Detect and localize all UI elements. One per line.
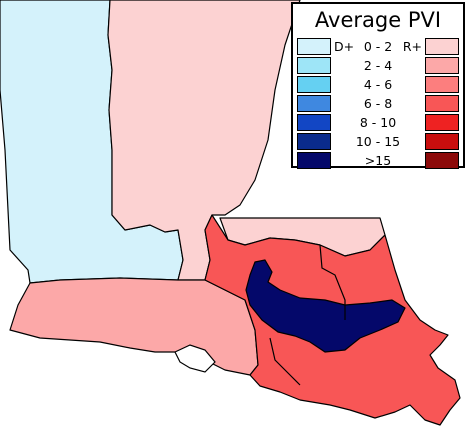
legend-row: D+ R+ 0 - 2 (293, 38, 463, 56)
legend-row: 2 - 4 (293, 57, 463, 75)
legend-range-label: 8 - 10 (331, 114, 425, 132)
legend-swatch-dem (297, 133, 331, 150)
legend-row: 6 - 8 (293, 95, 463, 113)
legend-title: Average PVI (314, 8, 442, 32)
legend-swatch-dem (297, 114, 331, 131)
legend-swatch-rep (425, 76, 459, 93)
legend-swatch-dem (297, 76, 331, 93)
legend: Average PVI D+ R+ 0 - 2 2 - 4 4 - 6 6 - 8 8 - … (291, 2, 465, 170)
legend-range-label: 2 - 4 (331, 57, 425, 75)
legend-range-text: 6 - 8 (363, 96, 393, 111)
legend-range-text: 0 - 2 (363, 39, 393, 54)
legend-dem-label: D+ (334, 39, 355, 54)
legend-row: 8 - 10 (293, 114, 463, 132)
legend-swatch-dem (297, 38, 331, 55)
legend-range-label: 4 - 6 (331, 76, 425, 94)
legend-range-text: 8 - 10 (359, 115, 397, 130)
legend-swatch-dem (297, 95, 331, 112)
legend-swatch-rep (425, 133, 459, 150)
legend-rep-label: R+ (402, 39, 422, 54)
legend-swatch-dem (297, 152, 331, 169)
legend-row: 10 - 15 (293, 133, 463, 151)
legend-range-label: 6 - 8 (331, 95, 425, 113)
legend-swatch-rep (425, 114, 459, 131)
legend-range-label: 10 - 15 (331, 133, 425, 151)
legend-row: 4 - 6 (293, 76, 463, 94)
legend-range-text: >15 (364, 153, 392, 168)
coastal-bay (174, 344, 216, 373)
legend-swatch-rep (425, 38, 459, 55)
district-boundary-line-2 (269, 337, 301, 386)
legend-swatch-rep (425, 152, 459, 169)
legend-range-text: 4 - 6 (363, 77, 393, 92)
district-boundary-line (319, 244, 346, 320)
legend-range-text: 2 - 4 (363, 58, 393, 73)
district-southwest (9, 277, 259, 376)
legend-range-label: >15 (331, 152, 425, 170)
district-central-corridor (245, 259, 406, 353)
legend-swatch-rep (425, 95, 459, 112)
legend-row: >15 (293, 152, 463, 170)
legend-swatch-rep (425, 57, 459, 74)
legend-swatch-dem (297, 57, 331, 74)
legend-range-label: D+ R+ 0 - 2 (331, 38, 425, 56)
legend-range-text: 10 - 15 (355, 134, 401, 149)
